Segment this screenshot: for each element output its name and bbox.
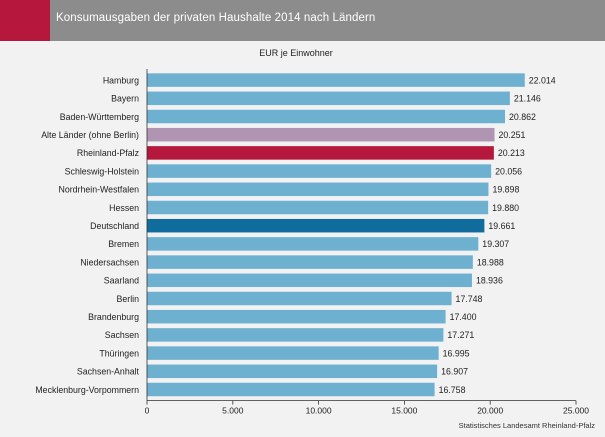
category-label: Niedersachsen	[80, 257, 139, 267]
bar	[147, 218, 485, 233]
bar	[147, 346, 439, 360]
category-label: Alte Länder (ohne Berlin)	[41, 130, 139, 140]
data-label: 17.748	[456, 294, 483, 304]
data-label: 22.014	[529, 75, 556, 85]
bar	[147, 91, 510, 106]
category-label: Saarland	[104, 276, 139, 286]
data-label: 20.862	[509, 112, 536, 122]
x-tick-label: 20.000	[477, 406, 503, 416]
category-label: Nordrhein-Westfalen	[58, 185, 139, 195]
bar	[147, 382, 435, 397]
category-label: Brandenburg	[88, 312, 139, 322]
data-label: 16.995	[443, 348, 470, 358]
category-label: Rheinland-Pfalz	[77, 148, 139, 158]
data-label: 17.271	[447, 330, 474, 340]
bar-chart: EUR je Einwohner Hamburg 22.014 Bayern 21.1…	[35, 48, 589, 416]
bar	[147, 309, 446, 324]
data-label: 20.213	[498, 148, 525, 158]
bar	[147, 291, 452, 306]
bar	[147, 273, 472, 288]
data-label: 17.400	[450, 312, 477, 322]
category-label: Bayern	[111, 94, 139, 104]
x-tick-label: 5.000	[222, 406, 244, 416]
data-label: 19.661	[488, 221, 515, 231]
data-label: 20.056	[495, 166, 522, 176]
data-label: 18.988	[477, 257, 504, 267]
bar	[147, 164, 492, 178]
category-label: Schleswig-Holstein	[65, 166, 139, 176]
bar	[147, 328, 444, 342]
bar	[147, 182, 489, 197]
header-accent-block	[0, 0, 50, 41]
header-bar	[0, 0, 605, 41]
category-label: Bremen	[108, 239, 139, 249]
bar	[147, 146, 494, 160]
category-label: Berlin	[117, 294, 140, 304]
data-label: 16.907	[441, 367, 468, 377]
data-label: 19.898	[492, 185, 519, 195]
x-tick-label: 10.000	[306, 406, 332, 416]
category-label: Deutschland	[90, 221, 139, 231]
category-label: Sachsen-Anhalt	[77, 367, 140, 377]
chart-title: Konsumausgaben der privaten Haushalte 20…	[56, 12, 376, 24]
bar	[147, 109, 505, 124]
data-label: 16.758	[439, 385, 466, 395]
bar	[147, 237, 479, 251]
data-label: 21.146	[514, 94, 541, 104]
bar	[147, 73, 525, 87]
source-note: Statistisches Landesamt Rheinland-Pfalz	[458, 421, 595, 430]
bar	[147, 200, 489, 215]
bar	[147, 255, 473, 269]
category-label: Mecklenburg-Vorpommern	[35, 385, 139, 395]
category-label: Thüringen	[99, 348, 139, 358]
chart-area: EUR je Einwohner Hamburg 22.014 Bayern 21.1…	[0, 41, 605, 432]
bars-group: Hamburg 22.014 Bayern 21.146 Baden-Württembe…	[35, 73, 556, 397]
data-label: 19.880	[492, 203, 519, 213]
x-tick-label: 0	[145, 406, 150, 416]
category-label: Hessen	[109, 203, 139, 213]
bar	[147, 127, 495, 142]
category-label: Baden-Württemberg	[60, 112, 139, 122]
data-label: 20.251	[499, 130, 526, 140]
x-axis: 0 5.000 10.000 15.000 20.000 25.000	[145, 69, 589, 416]
x-tick-label: 25.000	[563, 406, 589, 416]
x-tick-label: 15.000	[391, 406, 417, 416]
category-label: Sachsen	[105, 330, 139, 340]
chart-subtitle: EUR je Einwohner	[259, 48, 333, 58]
data-label: 18.936	[476, 276, 503, 286]
data-label: 19.307	[482, 239, 509, 249]
category-label: Hamburg	[103, 75, 139, 85]
bar	[147, 364, 438, 379]
